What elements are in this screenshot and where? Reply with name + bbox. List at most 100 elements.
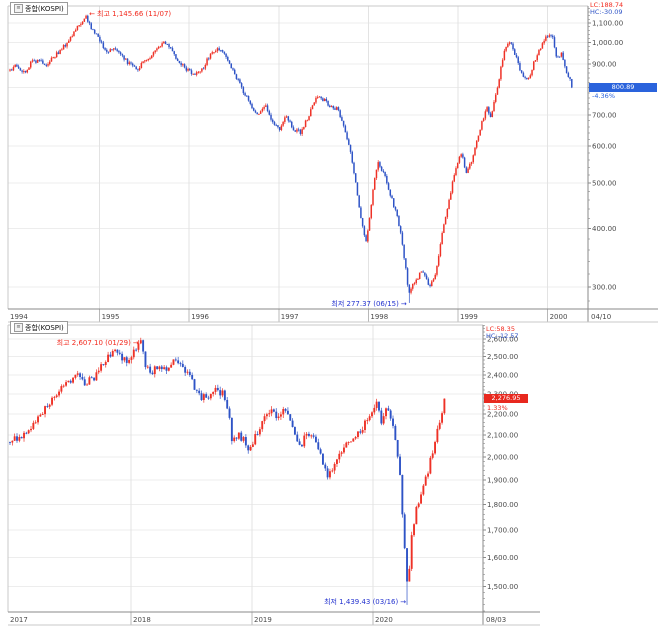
candle-body [329,471,331,478]
candle-body [437,256,440,266]
candle-body [389,410,392,419]
candle-body [422,485,425,495]
candle-body [270,409,273,414]
chart-menu-icon: ≡ [14,323,23,332]
candle-body [208,58,210,60]
candle-body [522,72,525,77]
candle-body [209,394,212,399]
high-annotation: 최고 2,607.10 (01/29) → [57,339,139,347]
candle-body [97,33,99,37]
candle-body [133,65,136,67]
candle-body [247,445,250,451]
candle-body [174,359,177,361]
candle-body [512,43,514,50]
candle-body [57,52,60,54]
chart-title-tab[interactable]: ≡ 종합(KOSPI) [10,321,68,334]
candle-body [391,195,393,199]
candle-body [137,343,140,350]
candle-body [251,444,254,447]
candle-body [152,52,155,56]
candle-body [346,132,348,140]
candle-body [375,401,378,408]
candle-body [45,64,48,66]
candle-body [282,121,284,126]
candle-body [95,33,98,35]
candle-body [159,46,162,48]
x-axis-label: 1996 [191,313,209,321]
candle-body [158,366,161,370]
candle-body [481,121,483,130]
x-axis-label: 2017 [10,616,28,624]
candle-body [475,140,478,148]
hc-value: HC:-30.09 [590,8,623,16]
candle-body [401,474,404,515]
candle-body [175,54,177,59]
candle-body [282,408,285,415]
candle-body [258,113,260,115]
candle-body [246,95,248,97]
x-axis-label: 2019 [254,616,272,624]
candle-body [392,418,394,426]
candle-body [131,63,134,66]
candle-body [107,354,110,363]
candle-body [465,167,468,173]
candle-body [201,68,203,72]
candle-body [360,207,362,219]
candle-body [484,111,487,119]
candle-body [230,417,233,442]
candle-body [109,49,112,53]
chart-title: 종합(KOSPI) [25,323,64,332]
candle-body [130,62,132,64]
x-axis-label: 2020 [375,616,393,624]
candle-body [567,72,570,78]
candle-body [526,77,528,80]
candle-body [34,422,37,424]
candle-body [65,382,68,386]
x-axis-label: 1994 [10,313,28,321]
candle-body [23,70,25,72]
candle-body [380,166,383,171]
y-axis-label: 1,800.00 [487,501,518,509]
candle-body [28,67,30,70]
candle-body [456,162,459,169]
candle-body [247,96,250,101]
candle-body [118,50,120,53]
candlestick-chart-1[interactable]: 2018 2019 2020 2017 08/03 2,600.00 2,500.00 2,4… [7,324,540,626]
y-axis-label: 700.00 [592,111,617,119]
candle-body [254,434,257,445]
candle-body [322,98,324,102]
candle-body [503,50,506,61]
chart-title-tab[interactable]: ≡ 종합(KOSPI) [10,2,68,15]
candle-body [342,120,345,126]
candle-body [507,43,509,47]
candle-body [486,107,488,112]
candlestick-chart-0[interactable]: 1995 1996 1997 1998 1999 2000 1994 04/10 1,100.0… [7,5,658,323]
candle-body [27,430,30,434]
candle-body [410,288,412,293]
candle-body [68,40,70,43]
candle-body [298,441,301,445]
candle-body [207,397,210,399]
y-axis-label: 2,500.00 [487,353,518,361]
candle-body [291,420,294,427]
candle-body [265,414,268,417]
candle-body [278,127,281,131]
candle-body [161,43,163,47]
candle-body [225,53,227,57]
candle-body [367,230,369,242]
candle-body [427,473,429,477]
candle-body [212,391,215,395]
candle-body [441,413,444,423]
candle-body [95,372,98,381]
candle-body [163,41,165,44]
candle-body [198,390,201,394]
candle-body [291,121,293,128]
candle-body [541,43,544,49]
candle-body [195,389,198,391]
candle-body [64,45,67,47]
candle-body [193,379,196,390]
candle-body [301,129,303,134]
candle-body [455,168,457,176]
candle-body [305,433,308,436]
